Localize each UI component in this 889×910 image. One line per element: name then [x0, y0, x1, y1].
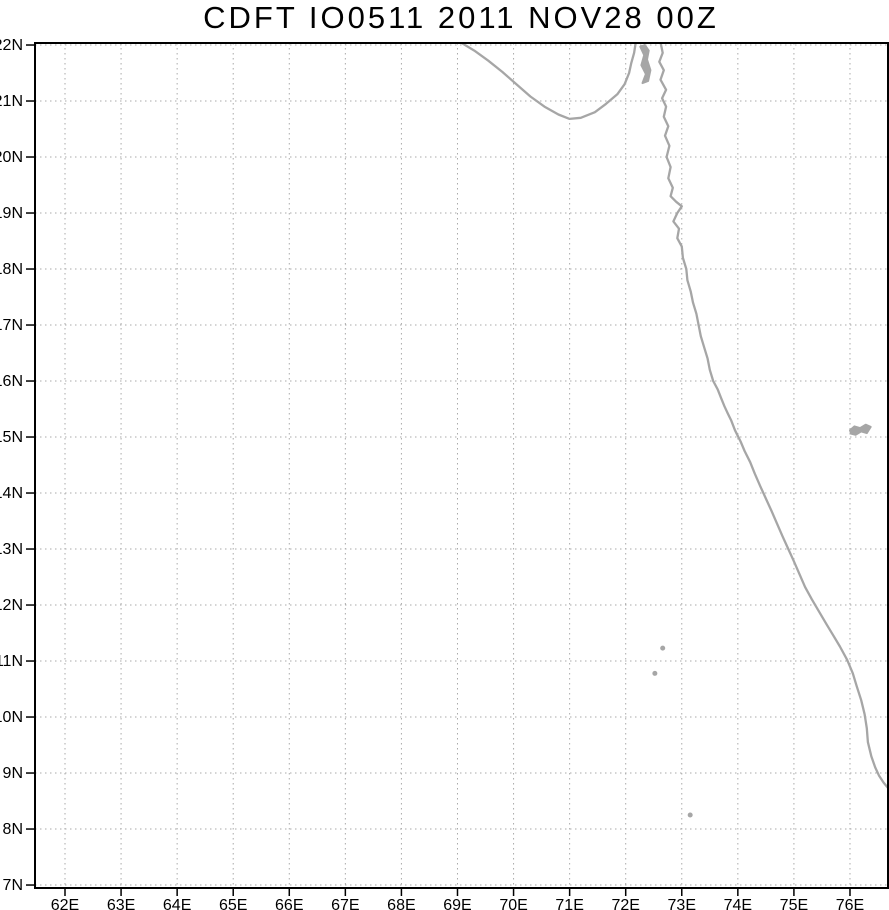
grid-lines [35, 43, 888, 888]
lat-tick-label: 15N [0, 429, 23, 446]
lat-tick-label: 9N [3, 765, 23, 782]
lon-tick-label: 69E [443, 897, 471, 910]
lon-tick-label: 64E [163, 897, 191, 910]
lon-tick-label: 71E [555, 897, 583, 910]
lon-tick-label: 65E [219, 897, 247, 910]
island-lakshadweep-island-1 [660, 645, 666, 651]
lat-tick-label: 8N [3, 821, 23, 838]
coastline-saurashtra-south-coast [459, 43, 637, 121]
lat-tick-label: 10N [0, 709, 23, 726]
lon-tick-label: 74E [724, 897, 752, 910]
lat-tick-label: 22N [0, 37, 23, 54]
lat-tick-label: 21N [0, 93, 23, 110]
lat-tick-label: 12N [0, 597, 23, 614]
axis-labels: 62E 63E 64E 65E 66E 67E 68E 69E 70E 71E 72E 73E 74E 7… [0, 37, 864, 910]
lon-tick-label: 68E [387, 897, 415, 910]
lon-tick-label: 67E [331, 897, 359, 910]
coastline-layer [459, 43, 888, 818]
island-lakshadweep-island-2 [652, 670, 658, 676]
lon-tick-label: 62E [51, 897, 79, 910]
lon-tick-label: 70E [499, 897, 527, 910]
lon-tick-label: 73E [668, 897, 696, 910]
feature-gulf-of-khambhat-islet [639, 44, 652, 85]
plot-title: CDFT IO0511 2011 NOV28 00Z [203, 0, 719, 35]
lon-tick-label: 76E [836, 897, 864, 910]
lat-tick-label: 16N [0, 373, 23, 390]
lat-tick-label: 18N [0, 261, 23, 278]
lon-tick-label: 63E [107, 897, 135, 910]
lon-tick-label: 72E [611, 897, 639, 910]
lat-tick-label: 7N [3, 877, 23, 894]
lat-tick-label: 14N [0, 485, 23, 502]
island-minicoy-island [687, 812, 693, 818]
lon-tick-label: 66E [275, 897, 303, 910]
lat-tick-label: 20N [0, 149, 23, 166]
coastline-india-west-coast [658, 43, 888, 790]
lon-tick-label: 75E [780, 897, 808, 910]
lat-tick-label: 19N [0, 205, 23, 222]
axis-ticks [26, 44, 851, 896]
lat-tick-label: 13N [0, 541, 23, 558]
feature-tungabhadra-reservoir [849, 423, 872, 436]
lat-tick-label: 11N [0, 653, 23, 670]
plot-border [34, 42, 889, 889]
lat-tick-label: 17N [0, 317, 23, 334]
